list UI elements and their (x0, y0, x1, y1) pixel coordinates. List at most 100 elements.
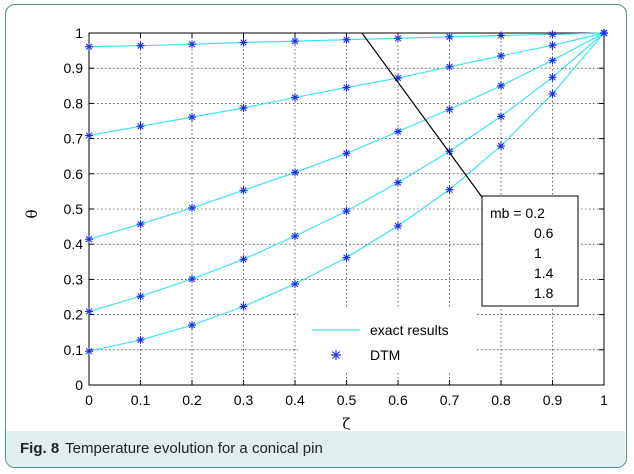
dtm-marker-stroke (137, 42, 144, 49)
dtm-marker-stroke (600, 29, 608, 37)
dtm-marker-stroke (240, 303, 247, 310)
dtm-marker-stroke (446, 148, 453, 155)
dtm-point-series-4 (497, 141, 505, 150)
dtm-marker-stroke (188, 275, 196, 283)
dtm-point-series-4 (85, 347, 93, 356)
dtm-point-series-1 (239, 103, 248, 112)
annotation-label: 0.6 (534, 225, 554, 241)
x-tick-label: 0.7 (440, 392, 460, 408)
dtm-marker-stroke (188, 113, 196, 121)
dtm-point-series-0 (342, 35, 351, 44)
dtm-point-series-3 (342, 207, 351, 216)
dtm-point-series-1 (85, 131, 93, 140)
x-tick-label: 0.8 (491, 392, 511, 408)
dtm-marker-stroke (137, 220, 144, 228)
dtm-marker-stroke (240, 39, 247, 46)
dtm-point-series-4 (548, 89, 557, 98)
dtm-marker-stroke (85, 132, 93, 139)
dtm-point-series-3 (136, 292, 145, 301)
dtm-point-series-4 (600, 29, 608, 37)
dtm-marker-stroke (343, 150, 350, 157)
dtm-marker-stroke (497, 52, 505, 60)
y-tick-label: 0.4 (64, 236, 84, 252)
y-tick-label: 0.8 (64, 95, 84, 111)
dtm-point-series-0 (188, 40, 196, 49)
dtm-marker-stroke (85, 347, 93, 355)
y-tick-label: 0.3 (64, 271, 84, 287)
dtm-marker-stroke (343, 254, 350, 261)
annotation-arrow (361, 32, 492, 210)
x-tick-label: 0 (85, 392, 93, 408)
dtm-marker-stroke (240, 104, 247, 112)
dtm-point-series-3 (394, 178, 402, 187)
dtm-point-series-2 (394, 127, 402, 136)
dtm-marker-stroke (188, 204, 196, 212)
dtm-point-series-2 (239, 186, 248, 195)
dtm-marker-stroke (188, 41, 196, 48)
dtm-marker-stroke (343, 207, 350, 215)
y-tick-label: 0 (75, 377, 83, 393)
dtm-marker-stroke (85, 43, 93, 50)
dtm-marker-stroke (188, 321, 196, 329)
dtm-point-series-0 (85, 42, 93, 51)
annotation-label: 1 (534, 245, 542, 261)
dtm-point-series-2 (291, 168, 299, 177)
dtm-point-series-4 (394, 221, 402, 230)
dtm-point-series-2 (445, 105, 454, 114)
dtm-marker-stroke (394, 35, 402, 42)
chart: 0 0.1 0.2 0.3 0.4 0.5 0.6 0.7 0.8 0.9 1 0 0.1 0.2 0.3 0… (23, 25, 608, 430)
dtm-marker-stroke (291, 232, 299, 240)
dtm-marker-stroke (446, 186, 453, 193)
dtm-marker-stroke (291, 94, 299, 101)
annotation-box (481, 195, 579, 307)
dtm-point-series-3 (239, 255, 248, 264)
dtm-point-series-4 (188, 321, 196, 330)
dtm-marker-stroke (291, 280, 299, 288)
x-tick-label: 0.1 (131, 392, 151, 408)
dtm-point-series-1 (445, 62, 454, 71)
dtm-point-series-3 (548, 73, 557, 82)
dtm-marker-stroke (549, 74, 556, 81)
dtm-marker-stroke (343, 36, 350, 43)
x-tick-label: 0.5 (337, 392, 357, 408)
dtm-point-series-2 (548, 56, 557, 65)
dtm-marker-stroke (549, 90, 556, 98)
x-tick-label: 0.4 (285, 392, 305, 408)
annotation-label: mb = 0.2 (490, 205, 545, 221)
dtm-point-series-4 (136, 335, 145, 344)
dtm-point-series-2 (188, 203, 196, 212)
dtm-marker-stroke (497, 82, 505, 90)
y-tick-label: 0.9 (64, 60, 84, 76)
dtm-point-series-0 (239, 38, 248, 47)
dtm-point-series-2 (85, 235, 93, 244)
y-tick-label: 0.6 (64, 166, 84, 182)
dtm-marker-stroke (549, 42, 556, 49)
caption-text: Temperature evolution for a conical pin (65, 440, 323, 457)
dtm-point-series-2 (497, 81, 505, 90)
dtm-marker-stroke (394, 179, 402, 186)
dtm-point-series-1 (188, 113, 196, 122)
dtm-point-series-0 (394, 34, 402, 43)
dtm-marker-stroke (85, 308, 93, 315)
y-tick-label: 0.5 (64, 201, 84, 217)
x-tick-label: 0.3 (234, 392, 254, 408)
dtm-marker-stroke (446, 33, 453, 41)
dtm-point-series-3 (497, 112, 505, 121)
dtm-marker-stroke (137, 336, 144, 344)
dtm-marker-stroke (137, 293, 144, 300)
y-tick-label: 0.1 (64, 342, 84, 358)
dtm-point-series-4 (291, 279, 299, 288)
dtm-marker-stroke (394, 222, 402, 230)
dtm-marker-stroke (497, 32, 505, 39)
y-axis-label: θ (23, 209, 41, 218)
dtm-point-series-1 (342, 83, 351, 92)
dtm-point-series-3 (85, 307, 93, 316)
dtm-point-series-1 (497, 51, 505, 60)
caption-label: Fig. 8 (20, 440, 60, 457)
y-tick-label: 0.2 (64, 307, 84, 323)
dtm-point-series-0 (291, 37, 299, 46)
dtm-marker-stroke (497, 142, 505, 150)
dtm-point-series-2 (342, 149, 351, 158)
dtm-point-series-1 (291, 93, 299, 102)
dtm-marker-stroke (240, 187, 247, 194)
